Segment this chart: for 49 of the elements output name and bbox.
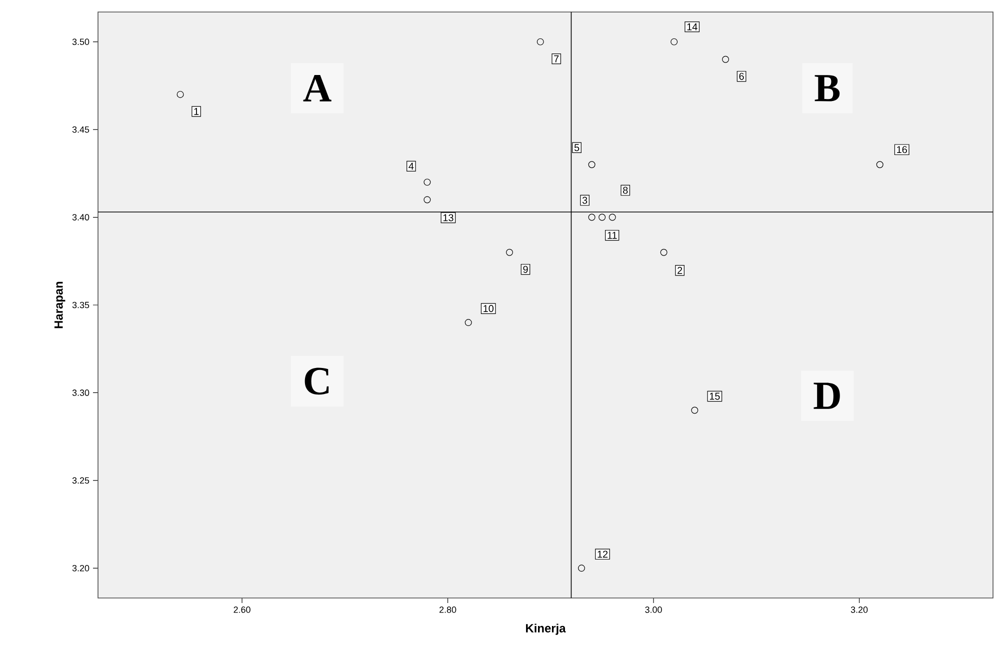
annotation: 2 xyxy=(678,266,682,274)
annotation: 10 xyxy=(484,305,494,312)
annotation: 16 xyxy=(897,146,907,154)
annotation: 4 xyxy=(408,162,414,170)
point xyxy=(506,248,513,256)
annotation: 1 xyxy=(194,108,199,115)
annotation: 14 xyxy=(687,23,698,30)
y-tick-label: 3.45 xyxy=(72,126,90,133)
point xyxy=(670,38,678,46)
point xyxy=(876,161,884,168)
point xyxy=(588,161,596,168)
annotation: C xyxy=(304,368,329,395)
annotation: 9 xyxy=(523,266,528,273)
annotation: 15 xyxy=(710,392,720,400)
annotation: 7 xyxy=(554,55,559,62)
annotation: A xyxy=(303,75,332,102)
x-tick-label: 3.20 xyxy=(850,606,868,613)
annotation: 6 xyxy=(739,72,744,80)
annotation: 5 xyxy=(574,144,580,152)
annotation: B xyxy=(814,75,840,102)
y-tick-label: 3.35 xyxy=(72,302,90,308)
point xyxy=(536,38,544,46)
point xyxy=(578,564,585,572)
annotation: 11 xyxy=(608,232,617,239)
y-axis-title: Harapan xyxy=(54,282,66,328)
annotation: 13 xyxy=(443,214,454,222)
x-tick-label: 2.60 xyxy=(234,606,250,613)
x-tick-label: 3.00 xyxy=(645,606,662,613)
x-axis-title: Kinerja xyxy=(526,624,566,635)
annotation: 3 xyxy=(582,196,588,204)
point xyxy=(424,178,431,186)
point xyxy=(464,319,472,326)
x-tick-label: 2.80 xyxy=(440,606,456,613)
point xyxy=(722,56,730,63)
y-tick-label: 3.50 xyxy=(72,38,90,45)
y-tick-label: 3.25 xyxy=(72,477,90,484)
point xyxy=(691,406,698,414)
annotation: D xyxy=(814,382,840,409)
point xyxy=(660,248,668,256)
point xyxy=(608,214,616,221)
point xyxy=(176,90,184,98)
y-tick-label: 3.40 xyxy=(72,214,90,220)
point xyxy=(424,196,431,204)
annotation: 12 xyxy=(598,550,608,558)
annotation: 8 xyxy=(623,186,628,194)
point xyxy=(588,214,596,221)
point xyxy=(598,214,606,221)
y-tick-label: 3.20 xyxy=(72,564,90,572)
y-tick-label: 3.30 xyxy=(72,390,90,396)
